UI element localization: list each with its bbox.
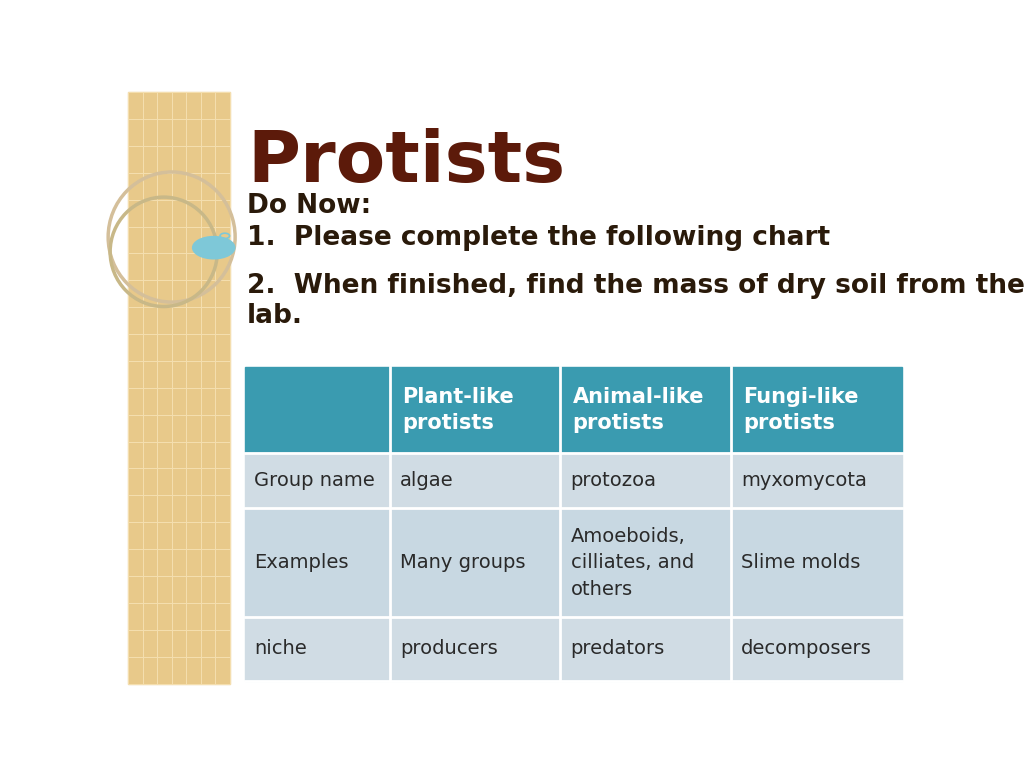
Ellipse shape [191, 236, 236, 260]
Bar [731, 453, 902, 508]
Bar [390, 453, 560, 508]
Bar [390, 508, 560, 617]
Text: Group name: Group name [254, 471, 375, 490]
Bar [560, 508, 731, 617]
Bar [390, 367, 560, 453]
Bar [246, 453, 390, 508]
Text: Fungi-like
protists: Fungi-like protists [743, 387, 858, 433]
Text: Do Now:: Do Now: [247, 193, 372, 219]
Text: Amoeboids,
cilliates, and
others: Amoeboids, cilliates, and others [570, 527, 694, 598]
Bar [128, 92, 229, 684]
Text: Plant-like
protists: Plant-like protists [401, 387, 513, 433]
Text: 1.  Please complete the following chart: 1. Please complete the following chart [247, 225, 830, 251]
Bar [731, 508, 902, 617]
Text: Animal-like
protists: Animal-like protists [572, 387, 703, 433]
Bar [560, 367, 731, 453]
Text: niche: niche [254, 640, 307, 658]
Bar [560, 453, 731, 508]
Text: 2.  When finished, find the mass of dry soil from the plant
lab.: 2. When finished, find the mass of dry s… [247, 273, 1024, 329]
Bar [246, 508, 390, 617]
Text: myxomycota: myxomycota [741, 471, 867, 490]
Bar [731, 617, 902, 680]
Text: predators: predators [570, 640, 665, 658]
Bar [246, 367, 390, 453]
Text: Protists: Protists [247, 127, 565, 197]
Bar [390, 617, 560, 680]
Bar [560, 617, 731, 680]
Text: algae: algae [400, 471, 454, 490]
Text: decomposers: decomposers [741, 640, 872, 658]
Text: producers: producers [400, 640, 498, 658]
Text: protozoa: protozoa [570, 471, 656, 490]
Text: Slime molds: Slime molds [741, 553, 861, 572]
Bar [731, 367, 902, 453]
Bar [246, 617, 390, 680]
Text: Examples: Examples [254, 553, 348, 572]
Text: Many groups: Many groups [400, 553, 525, 572]
